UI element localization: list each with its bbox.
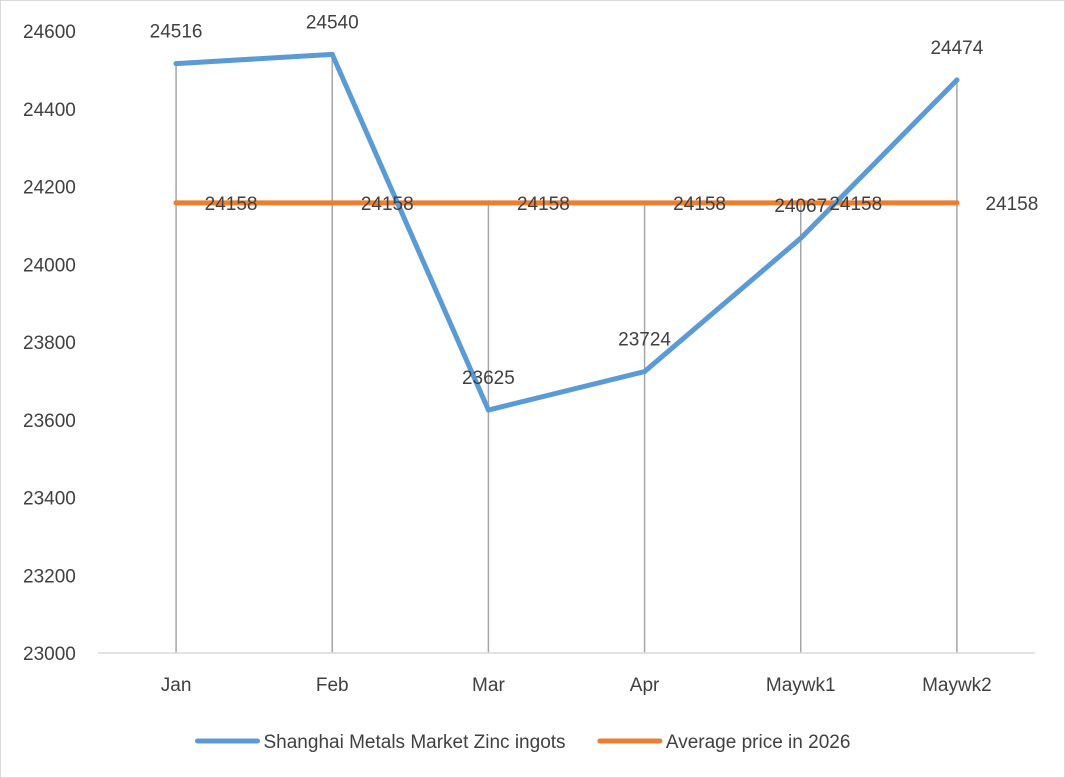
series-lines bbox=[173, 51, 960, 413]
average-data-label: 24158 bbox=[361, 194, 414, 215]
y-tick-label: 23200 bbox=[23, 566, 76, 587]
average-price-point bbox=[954, 200, 960, 206]
zinc-data-label: 23724 bbox=[618, 330, 671, 351]
y-tick-label: 23400 bbox=[23, 489, 76, 510]
zinc-price-point bbox=[798, 235, 804, 241]
zinc-data-label: 24067 bbox=[774, 196, 827, 217]
average-data-label: 24158 bbox=[205, 194, 258, 215]
average-price-point bbox=[485, 200, 491, 206]
average-data-label: 24158 bbox=[985, 194, 1038, 215]
y-tick-label: 23800 bbox=[23, 333, 76, 354]
zinc-data-label: 24474 bbox=[930, 38, 983, 59]
y-tick-label: 24200 bbox=[23, 178, 76, 199]
x-tick-label: Maywk1 bbox=[766, 675, 836, 696]
x-tick-label: Feb bbox=[316, 675, 349, 696]
y-tick-label: 24000 bbox=[23, 255, 76, 276]
zinc-price-point bbox=[954, 77, 960, 83]
legend-label: Shanghai Metals Market Zinc ingots bbox=[264, 732, 566, 753]
x-tick-label: Jan bbox=[161, 675, 192, 696]
y-axis-tick-labels: 23000 23200 23400 23600 23800 24000 24200 24400… bbox=[23, 22, 76, 665]
x-tick-label: Mar bbox=[472, 675, 505, 696]
y-tick-label: 24600 bbox=[23, 22, 76, 43]
zinc-price-point bbox=[642, 369, 648, 375]
zinc-price-point bbox=[173, 61, 179, 67]
average-data-label: 24158 bbox=[829, 194, 882, 215]
data-labels: 24516 24540 23625 23724 24067 24474 24158 24158… bbox=[150, 12, 1039, 389]
x-tick-label: Apr bbox=[630, 675, 660, 696]
x-tick-label: Maywk2 bbox=[922, 675, 992, 696]
zinc-data-label: 24540 bbox=[306, 12, 359, 33]
average-price-point bbox=[642, 200, 648, 206]
y-tick-label: 23000 bbox=[23, 644, 76, 665]
y-tick-label: 24400 bbox=[23, 100, 76, 121]
zinc-price-point bbox=[329, 51, 335, 57]
zinc-price-point bbox=[485, 407, 491, 413]
y-tick-label: 23600 bbox=[23, 411, 76, 432]
zinc-data-label: 24516 bbox=[150, 22, 203, 43]
average-data-label: 24158 bbox=[673, 194, 726, 215]
legend: Shanghai Metals Market Zinc ingots Averag… bbox=[195, 732, 851, 753]
zinc-price-line bbox=[173, 51, 960, 413]
average-price-point bbox=[329, 200, 335, 206]
drop-lines bbox=[175, 54, 958, 653]
legend-label: Average price in 2026 bbox=[666, 732, 851, 753]
x-axis-tick-labels: Jan Feb Mar Apr Maywk1 Maywk2 bbox=[161, 675, 992, 696]
zinc-data-label: 23625 bbox=[462, 368, 515, 389]
average-price-point bbox=[173, 200, 179, 206]
average-data-label: 24158 bbox=[517, 194, 570, 215]
average-price-point bbox=[798, 200, 804, 206]
